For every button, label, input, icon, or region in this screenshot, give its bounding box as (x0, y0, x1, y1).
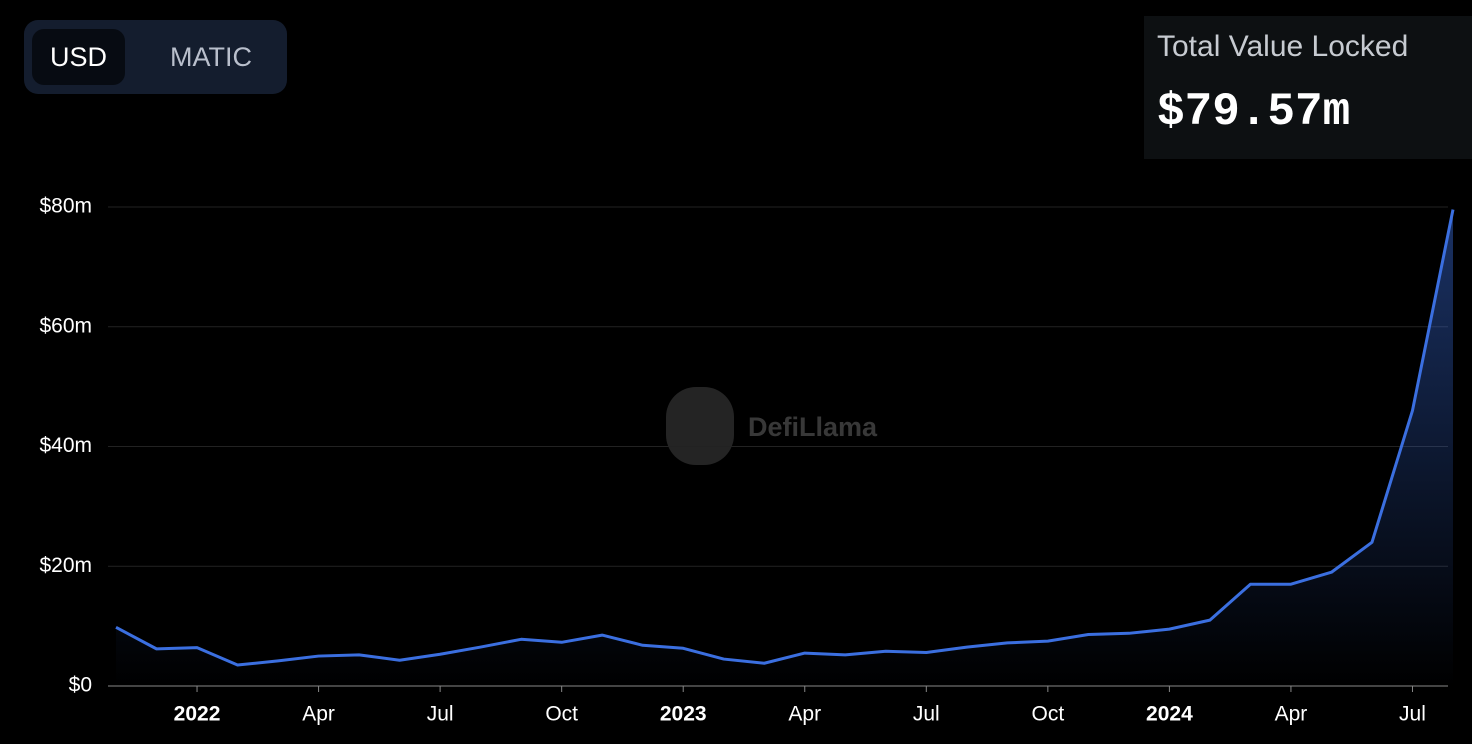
line (115, 209, 1455, 667)
toggle-option[interactable]: MATIC (170, 42, 252, 72)
x-tick-label: Apr (1275, 703, 1308, 726)
y-tick-label: $60m (39, 314, 92, 337)
y-tick-label: $40m (39, 434, 92, 457)
area (116, 209, 1453, 686)
x-tick-label: Jul (1399, 703, 1426, 726)
watermark-logo (666, 387, 734, 465)
x-tick-label: 2023 (660, 703, 707, 726)
y-tick-label: $0 (69, 674, 92, 697)
watermark-text: DefiLlama (748, 412, 878, 442)
x-tick-label: Jul (427, 703, 454, 726)
x-tick-label: Jul (913, 703, 940, 726)
summary-label: Total Value Locked (1157, 30, 1409, 63)
currency-toggle: USD MATIC (24, 20, 287, 94)
x-tick-label: 2024 (1146, 703, 1193, 726)
y-tick-label: $20m (39, 554, 92, 577)
watermark: DefiLlama (666, 387, 878, 465)
x-tick-label: Apr (788, 703, 821, 726)
summary-box: Total Value Locked $79.57m (1144, 16, 1472, 159)
x-tick-label: Oct (1032, 703, 1065, 726)
y-tick-label: $80m (39, 195, 92, 218)
x-tick-label: Apr (302, 703, 335, 726)
x-tick-label: Oct (545, 703, 578, 726)
summary-value: $79.57m (1157, 86, 1351, 138)
x-tick-label: 2022 (174, 703, 221, 726)
toggle-option[interactable]: USD (32, 29, 126, 85)
